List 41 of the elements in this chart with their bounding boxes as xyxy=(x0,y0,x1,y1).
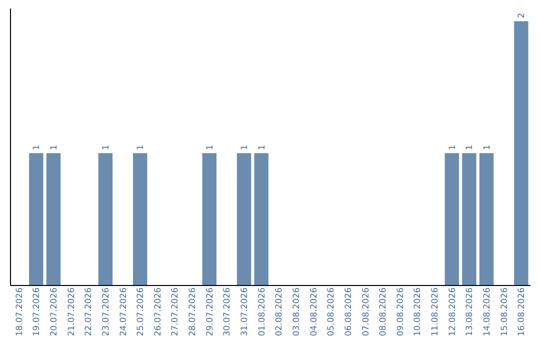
data-label: 1 xyxy=(136,144,146,150)
x-tick-label: 19.07.2026 xyxy=(32,288,42,336)
x-tick-label: 16.08.2026 xyxy=(517,288,528,336)
x-tick-label: 22.07.2026 xyxy=(84,288,94,336)
x-tick-label: 14.08.2026 xyxy=(482,288,493,336)
x-tick-label: 20.07.2026 xyxy=(49,288,60,336)
data-label: 1 xyxy=(257,144,268,150)
x-tick-label: 23.07.2026 xyxy=(101,288,112,336)
x-tick-label: 18.07.2026 xyxy=(14,288,25,336)
x-tick-label: 28.07.2026 xyxy=(188,288,198,336)
data-label: 1 xyxy=(205,144,216,150)
x-tick-label: 29.07.2026 xyxy=(205,288,216,336)
x-tick-label: 01.08.2026 xyxy=(257,288,268,336)
x-tick-label: 21.07.2026 xyxy=(66,288,77,336)
x-tick-label: 02.08.2026 xyxy=(274,288,285,336)
x-tick-label: 10.08.2026 xyxy=(413,288,424,336)
data-label: 1 xyxy=(101,144,112,150)
x-tick-label: 11.08.2026 xyxy=(430,288,441,336)
data-label: 1 xyxy=(482,144,493,150)
x-tick-label: 06.08.2026 xyxy=(344,288,354,336)
x-tick-label: 31.07.2026 xyxy=(240,288,250,336)
x-tick-label: 24.07.2026 xyxy=(118,288,129,336)
data-label: 1 xyxy=(465,144,476,150)
x-tick-label: 27.07.2026 xyxy=(170,288,181,336)
data-label: 1 xyxy=(240,144,250,150)
x-tick-label: 08.08.2026 xyxy=(378,288,389,336)
data-label: 2 xyxy=(517,12,528,18)
x-tick-label: 12.08.2026 xyxy=(448,288,458,336)
data-label: 1 xyxy=(49,144,60,150)
x-tick-label: 26.07.2026 xyxy=(153,288,164,336)
x-tick-label: 03.08.2026 xyxy=(292,288,302,336)
x-tick-label: 15.08.2026 xyxy=(500,288,510,336)
x-tick-label: 09.08.2026 xyxy=(396,288,406,336)
x-tick-label: 30.07.2026 xyxy=(222,288,233,336)
data-label: 1 xyxy=(32,144,42,150)
x-tick-label: 05.08.2026 xyxy=(326,288,337,336)
x-tick-label: 13.08.2026 xyxy=(465,288,476,336)
x-tick-label: 07.08.2026 xyxy=(361,288,372,336)
x-tick-label: 04.08.2026 xyxy=(309,288,320,336)
x-tick-label: 25.07.2026 xyxy=(136,288,146,336)
data-label: 1 xyxy=(448,144,458,150)
